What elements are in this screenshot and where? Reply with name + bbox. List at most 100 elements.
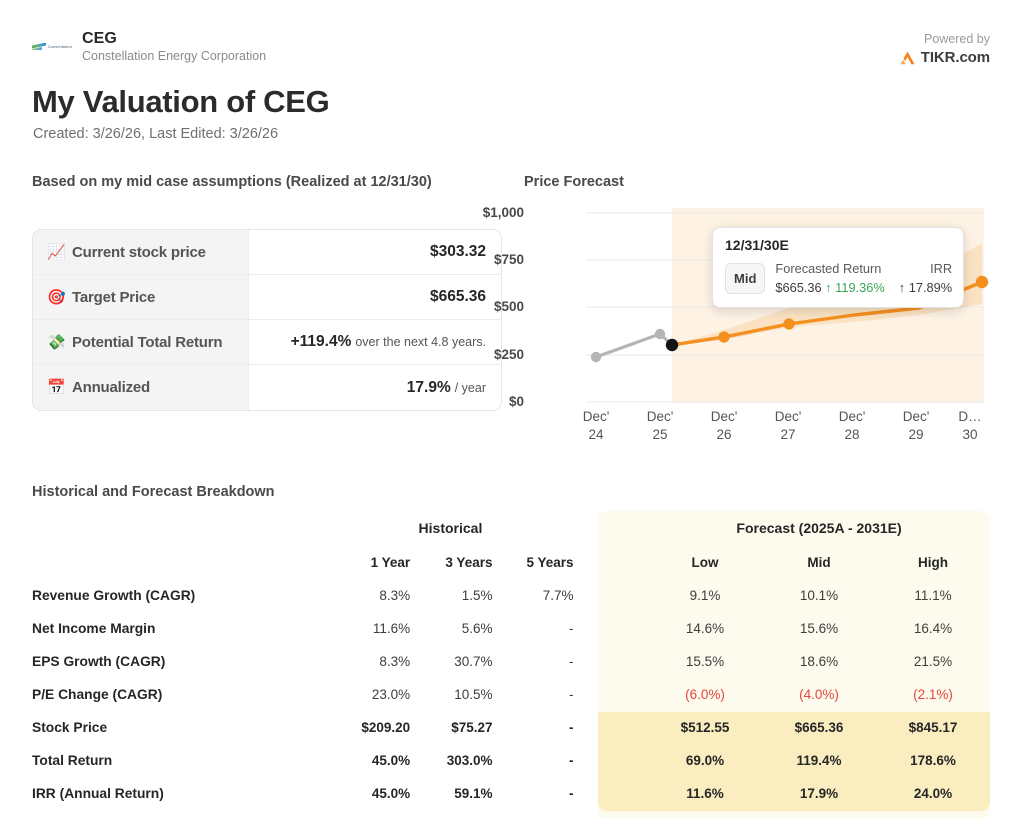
table-row: Net Income Margin 11.6% 5.6% - 14.6% 15.… [32, 612, 990, 645]
summary-row-value-cell: $665.36 [249, 275, 501, 319]
cell-hist-5y: - [569, 621, 574, 636]
cell-fc-mid: $665.36 [794, 720, 844, 735]
cell-hist-5y: - [569, 720, 574, 735]
cell-fc-high: 24.0% [913, 786, 953, 801]
annualized-suffix: / year [454, 380, 486, 395]
table-row: IRR (Annual Return) 45.0% 59.1% - 11.6% … [32, 777, 990, 810]
cell-fc-high: 11.1% [914, 588, 952, 603]
row-label: IRR (Annual Return) [32, 786, 164, 801]
target-price-value: $665.36 [429, 288, 486, 305]
potential-total-return-value: +119.4% [290, 333, 352, 350]
valuation-summary-table: 📈 Current stock price $303.32 🎯 Target P… [32, 229, 502, 411]
current-stock-price-value: $303.32 [429, 243, 486, 260]
cell-fc-mid: 17.9% [799, 786, 839, 801]
price-forecast-heading: Price Forecast [524, 174, 624, 190]
summary-heading: Based on my mid case assumptions (Realiz… [32, 174, 432, 190]
row-label: Stock Price [32, 720, 108, 735]
forecast-panel-background [598, 511, 990, 819]
x-tick-label: D… 30 [958, 409, 982, 443]
cell-hist-5y: - [569, 654, 574, 669]
cell-hist-1y: 8.3% [379, 654, 411, 669]
x-tick-label: Dec' 26 [710, 409, 738, 443]
x-axis-labels: Dec' 24 Dec' 25 Dec' 26 Dec' 27 Dec' 28 … [524, 408, 994, 456]
summary-row-label-cell: 📅 Annualized [33, 365, 249, 410]
chart-increasing-icon: 📈 [47, 243, 66, 261]
cell-hist-1y: 45.0% [371, 753, 411, 768]
forecast-highlight-block [598, 712, 990, 811]
breakdown-heading: Historical and Forecast Breakdown [32, 484, 275, 500]
cell-hist-1y: 8.3% [379, 588, 411, 603]
price-forecast-chart: $1,000 $750 $500 $250 $0 Dec' 24 Dec' 25… [483, 200, 994, 460]
calendar-icon: 📅 [47, 379, 66, 396]
money-with-wings-icon: 💸 [47, 333, 66, 351]
row-label: Net Income Margin [32, 621, 156, 636]
potential-total-return-suffix: over the next 4.8 years. [355, 335, 486, 349]
cell-fc-high: $845.17 [908, 720, 958, 735]
target-icon: 🎯 [47, 288, 66, 306]
cell-fc-high: (2.1%) [913, 687, 953, 702]
cell-hist-3y: 5.6% [461, 621, 493, 636]
cell-fc-low: 14.6% [685, 621, 725, 636]
cell-hist-5y: 7.7% [542, 588, 574, 603]
page-subtitle: Created: 3/26/26, Last Edited: 3/26/26 [33, 126, 279, 142]
table-row: Revenue Growth (CAGR) 8.3% 1.5% 7.7% 9.1… [32, 579, 990, 612]
tooltip-forecasted-change: ↑ 119.36% [825, 279, 885, 295]
company-name: Constellation Energy Corporation [82, 49, 267, 64]
cell-fc-low: 15.5% [685, 654, 725, 669]
cell-hist-3y: 10.5% [454, 687, 493, 702]
table-row: Total Return 45.0% 303.0% - 69.0% 119.4%… [32, 744, 990, 777]
x-tick-label: Dec' 28 [838, 409, 866, 443]
cell-fc-low: 11.6% [686, 786, 724, 801]
cell-fc-low: (6.0%) [685, 687, 725, 702]
x-tick-label: Dec' 29 [902, 409, 930, 443]
cell-fc-mid: (4.0%) [799, 687, 839, 702]
company-header: Constellation CEG Constellation Energy C… [32, 30, 266, 64]
summary-row-label-cell: 💸 Potential Total Return [33, 320, 249, 364]
table-column-header-row: 1 Year 3 Years 5 Years Low Mid High [32, 545, 990, 579]
summary-row-label-cell: 📈 Current stock price [33, 230, 249, 274]
annualized-value: 17.9% [406, 378, 451, 396]
y-tick-label: $0 [508, 394, 524, 409]
cell-hist-1y: 45.0% [371, 786, 411, 801]
tikr-logo-icon [899, 51, 916, 65]
cell-fc-mid: 18.6% [799, 654, 839, 669]
cell-fc-high: 178.6% [910, 753, 956, 768]
tooltip-case-chip: Mid [725, 263, 766, 295]
cell-fc-mid: 119.4% [796, 753, 842, 768]
table-group-header-row: Historical Forecast (2025A - 2031E) [32, 511, 990, 545]
page-title: My Valuation of CEG [32, 84, 330, 119]
x-tick-label: Dec' 25 [646, 409, 674, 443]
y-tick-label: $250 [493, 347, 524, 362]
summary-row: 💸 Potential Total Return +119.4% over th… [33, 320, 501, 365]
historical-group-header: Historical [418, 520, 483, 536]
cell-hist-1y: $209.20 [361, 720, 411, 735]
cell-hist-3y: $75.27 [451, 720, 493, 735]
ticker-symbol: CEG [82, 30, 117, 47]
constellation-logo: Constellation [32, 38, 72, 56]
summary-row-label-cell: 🎯 Target Price [33, 275, 249, 319]
cell-fc-high: 21.5% [913, 654, 953, 669]
row-label: Total Return [32, 753, 113, 768]
cell-hist-5y: - [569, 753, 574, 768]
summary-row-label: Potential Total Return [72, 333, 223, 351]
tooltip-irr-label: IRR [930, 261, 953, 276]
forecast-group-header: Forecast (2025A - 2031E) [736, 520, 902, 536]
summary-row: 🎯 Target Price $665.36 [33, 275, 501, 320]
column-header-low: Low [691, 554, 719, 570]
summary-row-value-cell: $303.32 [249, 230, 501, 274]
y-tick-label: $1,000 [482, 205, 524, 220]
cell-fc-low: $512.55 [680, 720, 730, 735]
constellation-swoosh-icon [32, 43, 46, 51]
powered-by-label: Powered by [923, 32, 990, 46]
summary-row-label: Annualized [72, 379, 151, 396]
summary-row-value-cell: +119.4% over the next 4.8 years. [249, 320, 501, 364]
cell-fc-mid: 10.1% [799, 588, 839, 603]
cell-fc-low: 9.1% [689, 588, 721, 603]
cell-hist-3y: 30.7% [454, 654, 493, 669]
cell-hist-3y: 303.0% [446, 753, 493, 768]
summary-row-label: Target Price [72, 288, 156, 306]
historical-forecast-table: Historical Forecast (2025A - 2031E) 1 Ye… [32, 511, 990, 810]
cell-hist-3y: 59.1% [454, 786, 493, 801]
summary-row: 📅 Annualized 17.9% / year [33, 365, 501, 410]
